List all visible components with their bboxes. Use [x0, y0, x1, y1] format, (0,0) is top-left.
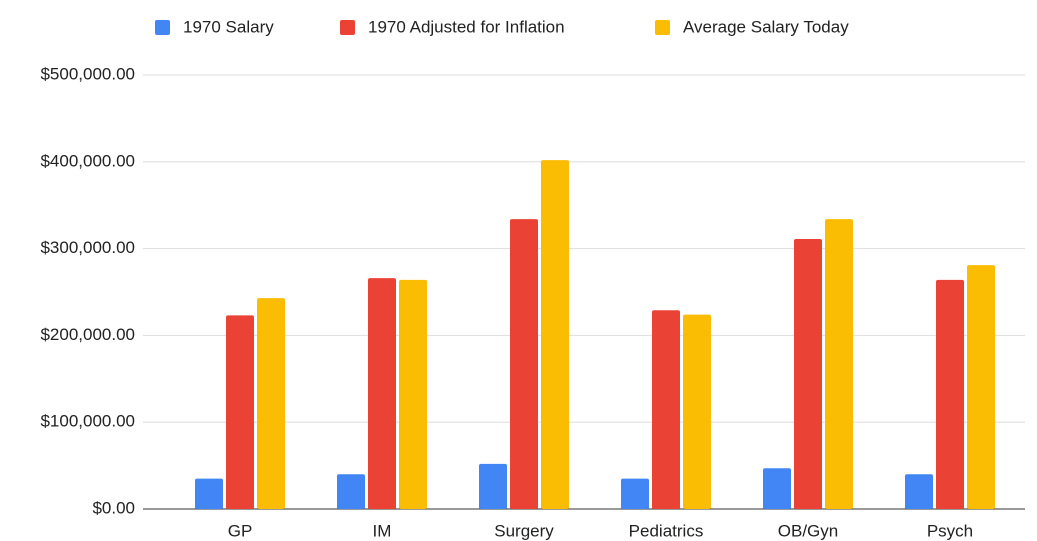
bar: [905, 474, 933, 509]
y-tick-label: $100,000.00: [40, 412, 135, 431]
x-tick-label: Surgery: [494, 521, 554, 540]
legend-swatch: [340, 20, 355, 35]
bar: [257, 298, 285, 509]
bar: [652, 310, 680, 509]
legend-swatch: [155, 20, 170, 35]
bar: [195, 478, 223, 509]
bar: [368, 278, 396, 509]
y-tick-label: $300,000.00: [40, 238, 135, 257]
legend-label: Average Salary Today: [683, 17, 849, 36]
bar: [621, 478, 649, 509]
y-tick-label: $0.00: [92, 498, 135, 517]
legend-label: 1970 Adjusted for Inflation: [368, 17, 565, 36]
bar: [683, 314, 711, 509]
y-tick-label: $200,000.00: [40, 325, 135, 344]
bar: [399, 279, 427, 509]
bar: [479, 463, 507, 509]
x-tick-label: GP: [228, 521, 253, 540]
x-tick-label: IM: [373, 521, 392, 540]
bar: [825, 219, 853, 509]
y-tick-label: $400,000.00: [40, 151, 135, 170]
bar: [936, 279, 964, 509]
bar: [794, 239, 822, 509]
bar: [541, 160, 569, 509]
legend-swatch: [655, 20, 670, 35]
x-tick-label: Pediatrics: [629, 521, 704, 540]
legend-label: 1970 Salary: [183, 17, 274, 36]
bar: [337, 474, 365, 509]
x-tick-label: Psych: [927, 521, 973, 540]
bar: [967, 265, 995, 509]
x-tick-label: OB/Gyn: [778, 521, 838, 540]
y-tick-label: $500,000.00: [40, 64, 135, 83]
bar: [226, 315, 254, 509]
bar: [763, 468, 791, 509]
bar: [510, 219, 538, 509]
